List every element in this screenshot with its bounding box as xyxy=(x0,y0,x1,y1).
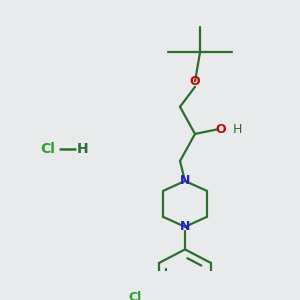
Text: Cl: Cl xyxy=(128,291,142,300)
Text: N: N xyxy=(180,175,190,188)
Text: O: O xyxy=(216,123,226,136)
Text: H: H xyxy=(77,142,89,156)
Text: O: O xyxy=(190,75,200,88)
Text: Cl: Cl xyxy=(40,142,56,156)
Text: N: N xyxy=(180,220,190,233)
Text: H: H xyxy=(233,123,242,136)
